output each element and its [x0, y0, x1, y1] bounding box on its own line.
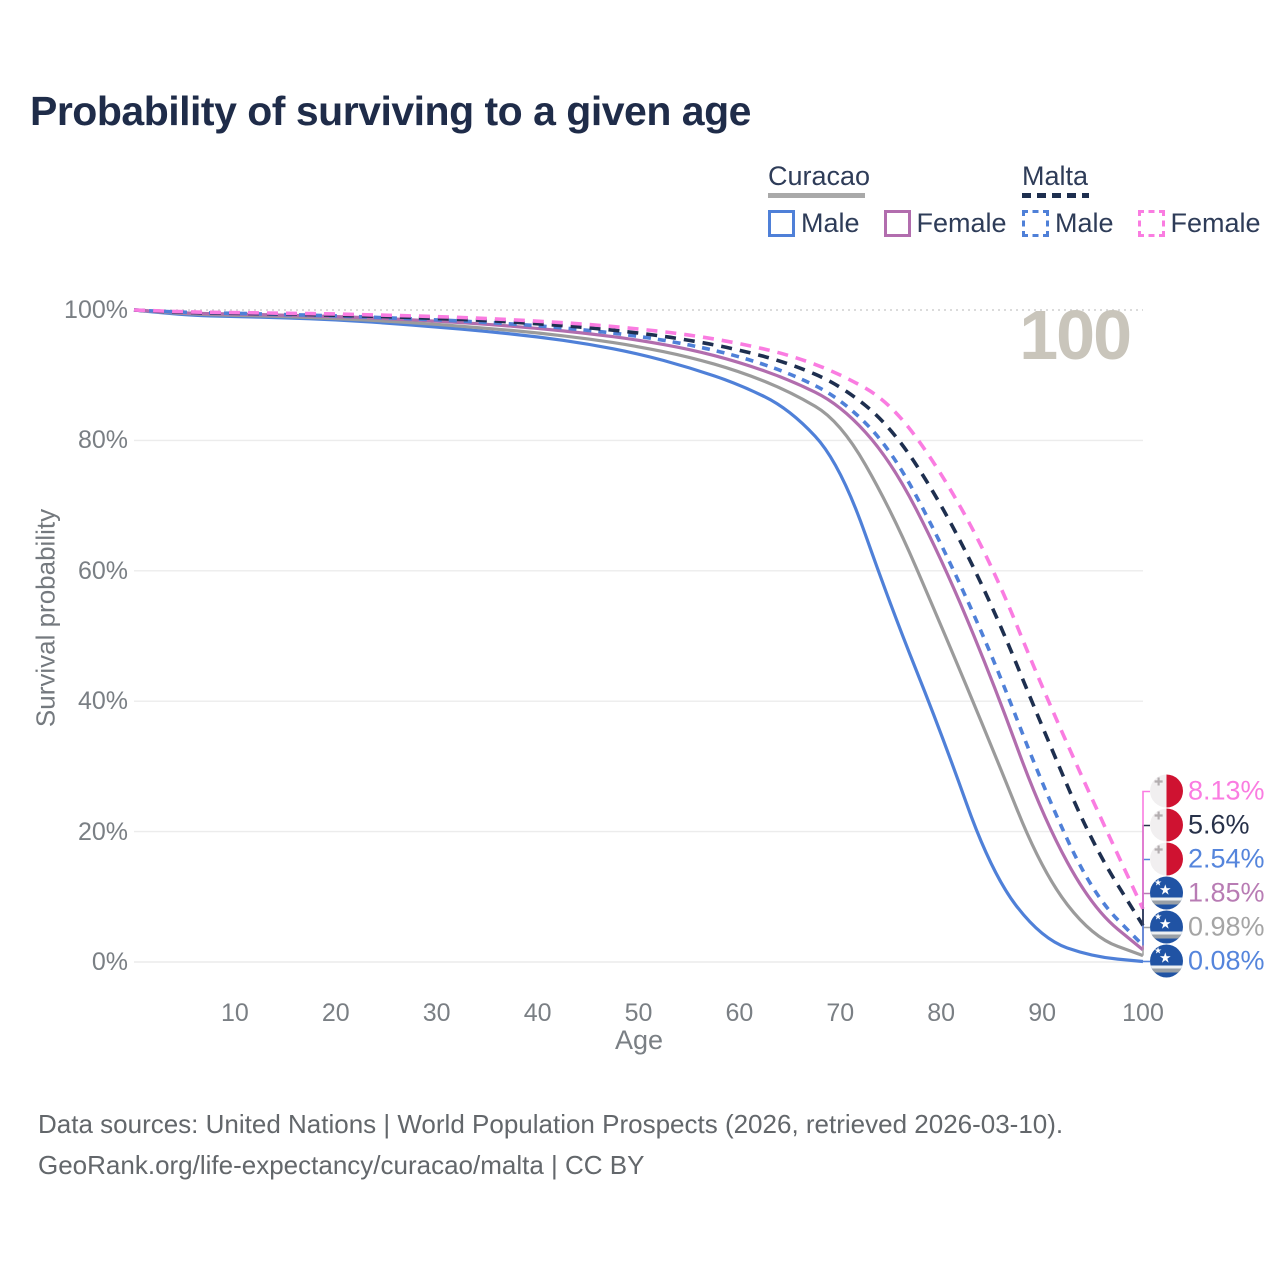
endpoint-malta-male: 2.54%	[1150, 842, 1265, 876]
endpoint-curacao-male: ★ ★ 0.08%	[1150, 944, 1265, 978]
x-axis-title: Age	[614, 1025, 664, 1055]
y-tick-label: 100%	[64, 296, 128, 324]
series-line-curacao	[133, 308, 1144, 958]
endpoint-value: 5.6%	[1188, 809, 1250, 840]
series-line-malta-female	[133, 308, 1145, 910]
curacao-flag-icon: ★ ★	[1150, 876, 1183, 910]
endpoint-connector-malta-male	[1142, 858, 1150, 946]
endpoint-value: 2.54%	[1188, 843, 1265, 874]
footer-data-sources: Data sources: United Nations | World Pop…	[38, 1109, 1064, 1139]
endpoint-malta-female: 8.13%	[1150, 774, 1265, 808]
legend-item-malta-female[interactable]: Female	[1137, 208, 1261, 239]
y-tick-label: 40%	[77, 687, 128, 716]
legend-item-curacao-female[interactable]: Female	[883, 208, 1007, 239]
y-tick-label: 60%	[77, 556, 128, 585]
endpoint-malta: 5.6%	[1150, 808, 1250, 842]
legend-item-label: Female	[1170, 208, 1261, 238]
solid-line-swatch-icon	[883, 210, 911, 237]
footer: Data sources: United Nations | World Pop…	[38, 1104, 1063, 1186]
legend-item-malta-male[interactable]: Male	[1022, 208, 1114, 239]
series-line-malta	[133, 308, 1145, 927]
solid-line-swatch-icon	[768, 210, 795, 237]
x-tick-label: 10	[220, 999, 249, 1027]
x-tick-label: 90	[1028, 999, 1056, 1027]
legend-item-label: Male	[1055, 208, 1114, 238]
dashed-line-swatch-icon	[1022, 210, 1049, 237]
legend-underline-malta	[1022, 193, 1089, 198]
endpoint-value: 0.08%	[1188, 945, 1265, 976]
malta-flag-icon	[1150, 774, 1183, 808]
x-tick-label: 30	[422, 999, 451, 1027]
endpoint-connector-curacao	[1142, 926, 1150, 956]
curacao-flag-icon: ★ ★	[1150, 910, 1183, 944]
legend-items-malta: Male Female	[1022, 208, 1261, 239]
endpoint-value: 0.98%	[1188, 911, 1265, 942]
y-tick-label: 20%	[77, 817, 128, 846]
x-tick-label: 50	[624, 999, 653, 1027]
endpoint-connector-curacao-female	[1142, 892, 1150, 950]
endpoint-connector-malta-female	[1142, 790, 1150, 909]
watermark-age-100: 100	[1019, 296, 1132, 374]
legend-group-curacao: Curacao Male Female	[768, 162, 1007, 239]
x-tick-label: 60	[725, 999, 754, 1027]
x-tick-label: 80	[927, 999, 956, 1027]
legend-group-malta: Malta Male Female	[1022, 162, 1261, 239]
y-tick-label: 0%	[91, 948, 128, 976]
series-line-malta-male	[133, 308, 1145, 947]
legend-item-curacao-male[interactable]: Male	[768, 208, 860, 239]
legend-underline-curacao	[768, 193, 865, 198]
dashed-line-swatch-icon	[1137, 210, 1165, 237]
endpoint-curacao-female: ★ ★ 1.85%	[1150, 876, 1265, 910]
legend-group-title-malta: Malta	[1022, 161, 1089, 191]
x-tick-label: 100	[1122, 999, 1164, 1027]
x-tick-label: 20	[321, 999, 350, 1027]
legend-item-label: Male	[801, 208, 860, 238]
x-tick-label: 40	[523, 999, 552, 1027]
x-tick-label: 70	[826, 999, 855, 1027]
endpoint-value: 8.13%	[1188, 775, 1265, 806]
legend-item-label: Female	[916, 208, 1007, 238]
page-title: Probability of surviving to a given age	[30, 88, 751, 134]
curacao-flag-icon: ★ ★	[1150, 944, 1183, 978]
series-line-curacao-female	[133, 308, 1145, 952]
malta-flag-icon	[1150, 842, 1183, 876]
endpoint-value: 1.85%	[1188, 877, 1265, 908]
legend-items-curacao: Male Female	[768, 208, 1007, 239]
series-line-curacao-male	[133, 308, 1144, 964]
legend-group-title-curacao: Curacao	[768, 161, 871, 191]
endpoint-connector-malta	[1142, 824, 1150, 926]
footer-attribution: GeoRank.org/life-expectancy/curacao/malt…	[38, 1150, 645, 1180]
y-tick-label: 80%	[77, 426, 128, 455]
endpoint-curacao: ★ ★ 0.98%	[1150, 910, 1265, 944]
malta-flag-icon	[1150, 808, 1183, 842]
legend: Curacao Male Female Malta Male	[0, 162, 1280, 247]
